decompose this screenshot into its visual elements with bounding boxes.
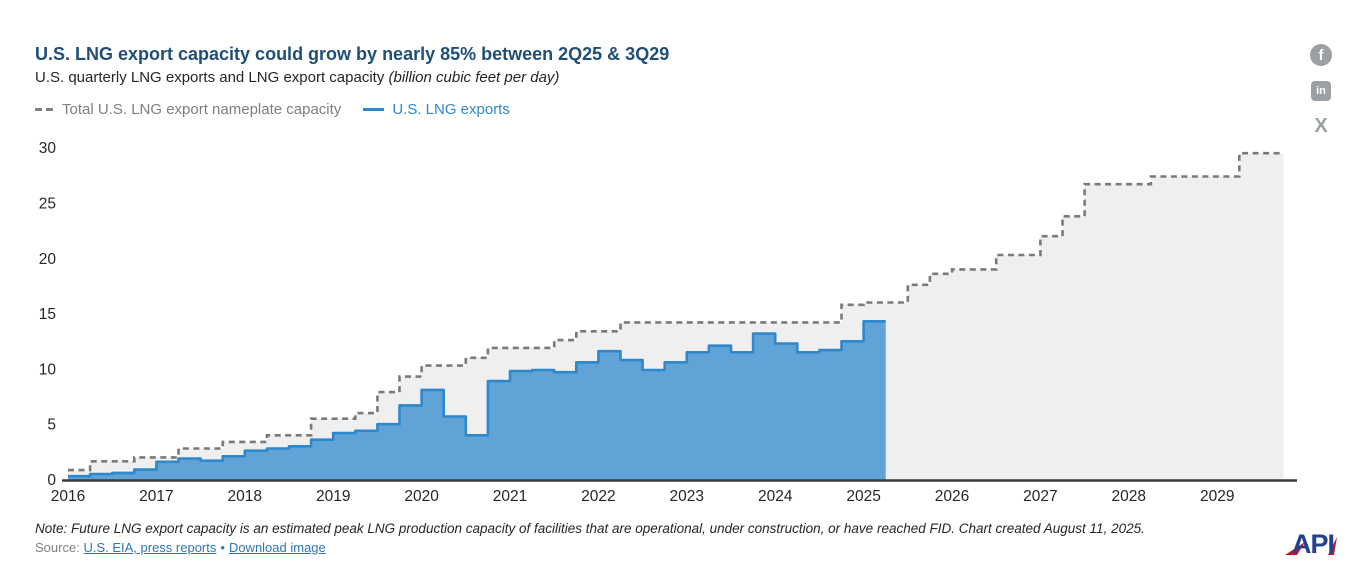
legend-label-exports: U.S. LNG exports bbox=[392, 101, 510, 118]
exports-line-swatch bbox=[363, 108, 385, 111]
capacity-dash-swatch bbox=[35, 108, 53, 111]
y-axis-tick-label: 25 bbox=[39, 196, 56, 213]
download-image-link[interactable]: Download image bbox=[228, 540, 326, 555]
subtitle-units: (billion cubic feet per day) bbox=[388, 69, 560, 86]
x-axis-tick-label: 2021 bbox=[493, 488, 527, 505]
api-logo-red-swoosh-left bbox=[1285, 542, 1305, 555]
y-axis-tick-label: 20 bbox=[39, 251, 57, 268]
y-axis-tick-label: 30 bbox=[39, 140, 57, 157]
chart-note: Note: Future LNG export capacity is an e… bbox=[35, 521, 1145, 536]
x-axis-tick-label: 2018 bbox=[228, 488, 262, 505]
x-axis-tick-label: 2022 bbox=[581, 488, 615, 505]
y-axis-tick-label: 0 bbox=[47, 472, 56, 489]
x-axis-tick-label: 2016 bbox=[51, 488, 85, 505]
linkedin-share-icon[interactable]: in bbox=[1311, 81, 1331, 101]
separator-bullet: • bbox=[220, 540, 225, 555]
x-axis-tick-label: 2026 bbox=[935, 488, 969, 505]
x-axis-tick-label: 2023 bbox=[670, 488, 704, 505]
y-axis-tick-label: 10 bbox=[39, 361, 57, 378]
chart-subtitle: U.S. quarterly LNG exports and LNG expor… bbox=[35, 69, 559, 86]
exports-line bbox=[68, 320, 886, 478]
page-title: U.S. LNG export capacity could grow by n… bbox=[35, 44, 670, 64]
source-label: Source: bbox=[35, 540, 80, 555]
source-line: Source: U.S. EIA, press reports • Download… bbox=[35, 540, 326, 555]
x-axis-tick-label: 2019 bbox=[316, 488, 350, 505]
x-axis-tick-label: 2017 bbox=[139, 488, 173, 505]
api-logo-red-swoosh-right bbox=[1328, 537, 1337, 555]
x-share-icon[interactable]: X bbox=[1314, 115, 1328, 137]
x-axis-tick-label: 2020 bbox=[404, 488, 439, 505]
social-share-bar: f in X bbox=[1309, 44, 1333, 136]
source-link[interactable]: U.S. EIA, press reports bbox=[83, 540, 217, 555]
api-logo: API bbox=[1285, 529, 1337, 559]
exports-area bbox=[68, 321, 886, 480]
legend-label-capacity: Total U.S. LNG export nameplate capacity bbox=[62, 101, 342, 118]
y-axis-tick-label: 15 bbox=[39, 306, 56, 323]
y-axis-tick-label: 5 bbox=[47, 417, 56, 434]
x-axis-tick-label: 2029 bbox=[1200, 488, 1234, 505]
x-axis-tick-label: 2028 bbox=[1112, 488, 1146, 505]
capacity-area bbox=[68, 153, 1284, 480]
x-axis-tick-label: 2027 bbox=[1023, 488, 1057, 505]
x-axis-tick-label: 2024 bbox=[758, 488, 793, 505]
x-axis-tick-label: 2025 bbox=[846, 488, 880, 505]
chart-legend: Total U.S. LNG export nameplate capacity… bbox=[35, 101, 510, 118]
api-logo-text: API bbox=[1292, 529, 1334, 559]
facebook-share-icon[interactable]: f bbox=[1310, 44, 1332, 66]
subtitle-text: U.S. quarterly LNG exports and LNG expor… bbox=[35, 69, 389, 86]
